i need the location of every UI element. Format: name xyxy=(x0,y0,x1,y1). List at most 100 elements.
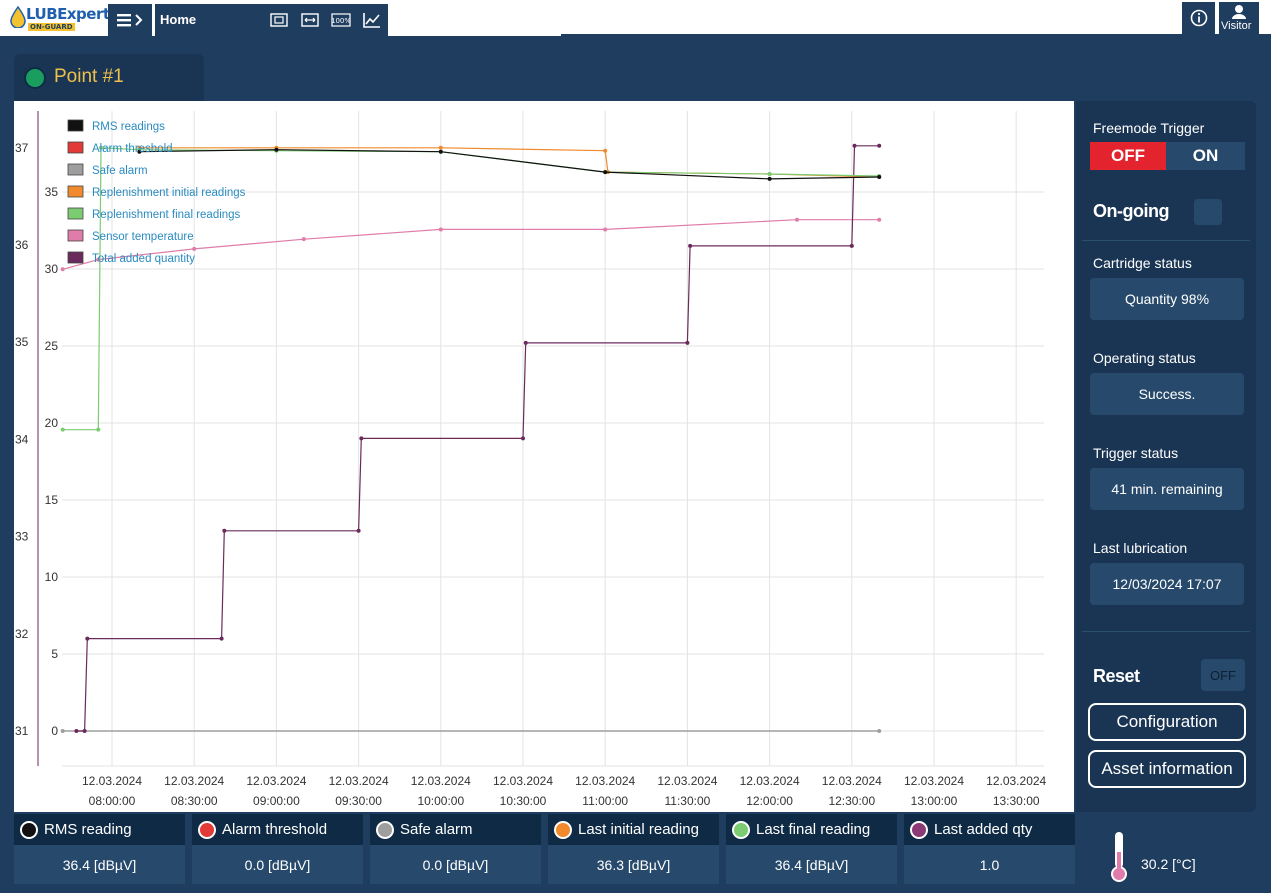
x-tick-label-date: 12.03.2024 xyxy=(575,774,635,788)
reset-label: Reset xyxy=(1093,666,1140,686)
user-menu-button[interactable]: Visitor xyxy=(1219,2,1259,34)
zoom-100-button[interactable]: 100% xyxy=(325,4,356,36)
brand-name: LUBExpert xyxy=(26,5,110,23)
status-label: Last added qty xyxy=(934,821,1033,838)
chart-legend: RMS readings Alarm threshold Safe alarm Rep… xyxy=(67,119,246,265)
trend-chart[interactable]: 31 32 33 34 35 36 37 0 5 10 15 20 25 30 35 12.03.2024 08… xyxy=(14,101,1074,812)
data-point xyxy=(767,172,772,177)
data-point xyxy=(603,227,608,232)
x-tick-label-date: 12.03.2024 xyxy=(493,774,553,788)
status-head: RMS reading xyxy=(14,814,185,845)
fit-screen-button[interactable] xyxy=(263,4,294,36)
fit-width-button[interactable] xyxy=(294,4,325,36)
x-tick-label-time: 11:00:00 xyxy=(582,794,628,808)
chart-toolbar: 100% xyxy=(263,4,388,36)
x-tick-label-time: 09:00:00 xyxy=(253,794,300,808)
freemode-on[interactable]: ON xyxy=(1166,142,1245,170)
x-tick-label-time: 10:30:00 xyxy=(500,794,547,808)
data-point xyxy=(603,170,608,175)
y-tick-label-outer: 32 xyxy=(15,627,29,641)
data-point xyxy=(274,147,279,152)
svg-text:100%: 100% xyxy=(331,17,351,25)
asset-information-button[interactable]: Asset information xyxy=(1088,750,1246,788)
freemode-off[interactable]: OFF xyxy=(1090,142,1166,170)
info-button[interactable] xyxy=(1182,2,1215,34)
y-tick-label-outer: 36 xyxy=(15,238,29,252)
series-line xyxy=(62,219,880,270)
chart-svg[interactable]: 31 32 33 34 35 36 37 0 5 10 15 20 25 30 35 12.03.2024 08… xyxy=(14,101,1074,812)
data-point xyxy=(301,237,306,242)
status-head: Last initial reading xyxy=(548,814,719,845)
x-tick-label-time: 08:30:00 xyxy=(171,794,218,808)
status-value: 36.4 [dBµV] xyxy=(726,845,897,884)
zoom-100-icon: 100% xyxy=(331,13,351,27)
status-label: Alarm threshold xyxy=(222,821,328,838)
legend-label: Safe alarm xyxy=(92,165,148,177)
alarm-dot-icon xyxy=(198,820,216,839)
y-tick-label-inner: 5 xyxy=(51,647,58,661)
app-logo[interactable]: LUBExpert ON-GUARD xyxy=(4,2,110,34)
info-icon xyxy=(1190,9,1207,27)
status-last-added-qty: Last added qty 1.0 xyxy=(904,814,1075,884)
data-point xyxy=(137,149,142,154)
status-label: Safe alarm xyxy=(400,821,473,838)
temperature-readout: 30.2 [°C] xyxy=(1100,830,1230,885)
status-label: RMS reading xyxy=(44,821,132,838)
freemode-toggle[interactable]: OFF ON xyxy=(1090,142,1245,170)
temperature-value: 30.2 [°C] xyxy=(1141,856,1196,872)
reset-toggle[interactable]: OFF xyxy=(1201,659,1245,691)
series-line xyxy=(76,145,880,732)
last-lubrication-value: 12/03/2024 17:07 xyxy=(1090,563,1244,605)
data-point xyxy=(219,636,224,641)
data-point xyxy=(523,340,528,345)
top-bar-divider xyxy=(561,34,1271,38)
y-tick-label-outer: 31 xyxy=(15,724,29,738)
status-head: Last final reading xyxy=(726,814,897,845)
y-tick-label-outer: 37 xyxy=(15,141,29,155)
data-point xyxy=(877,143,882,148)
y-tick-label-inner: 25 xyxy=(45,339,59,353)
x-tick-label-date: 12.03.2024 xyxy=(411,774,471,788)
x-tick-label-date: 12.03.2024 xyxy=(740,774,800,788)
data-point xyxy=(96,257,101,262)
menu-button[interactable] xyxy=(108,4,152,36)
final-reading-dot-icon xyxy=(732,820,750,839)
data-point xyxy=(99,145,104,150)
freemode-label: Freemode Trigger xyxy=(1093,120,1205,136)
data-point xyxy=(877,729,882,733)
x-tick-label-date: 12.03.2024 xyxy=(822,774,882,788)
x-tick-label-date: 12.03.2024 xyxy=(82,774,142,788)
data-point xyxy=(438,145,443,150)
fit-screen-icon xyxy=(269,13,288,27)
status-rms-reading: RMS reading 36.4 [dBµV] xyxy=(14,814,185,884)
status-last-initial-reading: Last initial reading 36.3 [dBµV] xyxy=(548,814,719,884)
x-tick-label-time: 13:00:00 xyxy=(911,794,958,808)
chart-view-button[interactable] xyxy=(356,4,387,36)
data-point xyxy=(192,246,197,251)
y-tick-label-inner: 10 xyxy=(45,570,59,584)
status-value: 1.0 xyxy=(904,845,1075,884)
point-tab[interactable]: Point #1 xyxy=(14,54,204,102)
data-point xyxy=(603,148,608,153)
data-point xyxy=(688,243,693,248)
fit-width-icon xyxy=(300,13,319,27)
data-point xyxy=(685,340,690,345)
x-tick-label-time: 10:00:00 xyxy=(417,794,464,808)
data-point xyxy=(877,217,882,222)
cartridge-status-value: Quantity 98% xyxy=(1090,278,1244,320)
point-title: Point #1 xyxy=(54,66,124,87)
operating-status-value: Success. xyxy=(1090,373,1244,415)
data-point xyxy=(60,729,65,733)
data-point xyxy=(521,436,525,441)
x-tick-label-date: 12.03.2024 xyxy=(246,774,306,788)
point-status-indicator xyxy=(24,67,46,89)
safe-alarm-dot-icon xyxy=(376,820,394,839)
y-tick-label-inner: 35 xyxy=(45,185,59,199)
x-tick-label-time: 12:30:00 xyxy=(828,794,875,808)
data-point xyxy=(852,143,857,148)
data-point xyxy=(96,427,101,432)
configuration-button[interactable]: Configuration xyxy=(1088,703,1246,741)
added-qty-dot-icon xyxy=(910,820,928,839)
divider xyxy=(1082,631,1250,632)
y-tick-label-inner: 20 xyxy=(45,416,59,430)
